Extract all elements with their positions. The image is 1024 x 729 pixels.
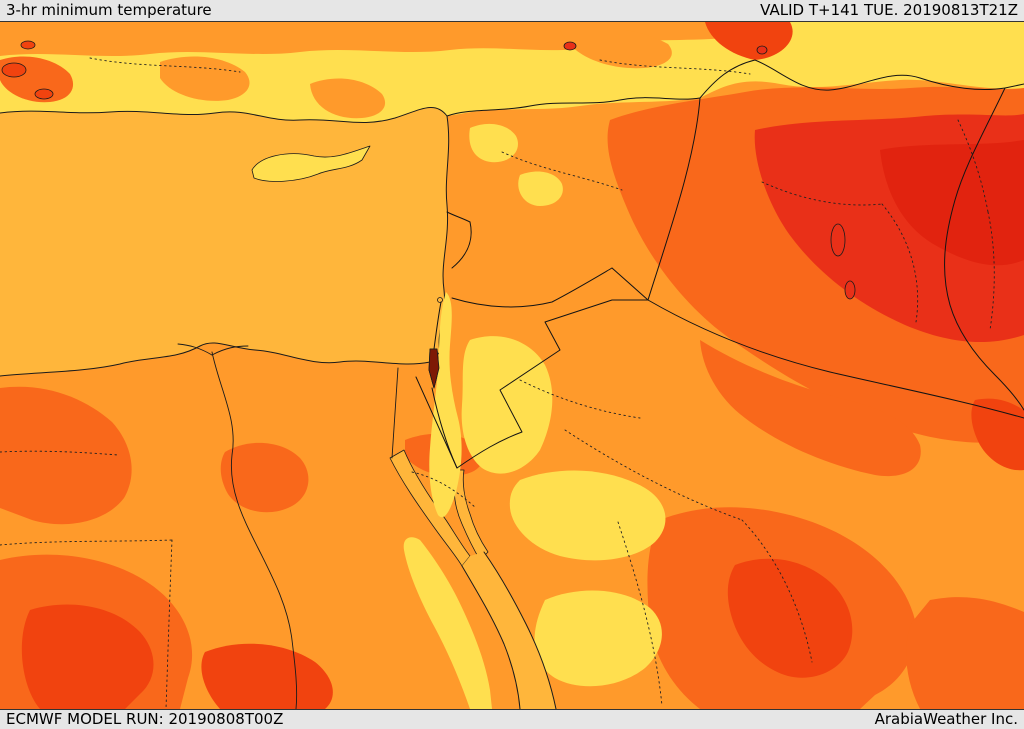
dotted-egypt-3 [0,450,119,456]
branding-label: ArabiaWeather Inc. [874,710,1018,728]
map-title: 3-hr minimum temperature [6,1,212,19]
fill-central-saudi-yellow-1 [509,470,666,561]
border-jordan-iraq [611,267,649,301]
cyprus-island [251,145,371,182]
nile-delta-branch-east [211,345,249,356]
lake-tharthar [830,223,846,257]
red-sea-east-coast [483,551,557,709]
water-layer [0,40,856,709]
dotted-iraq-2 [881,203,919,323]
border-lebanon-north [446,211,471,223]
border-turkey-south [446,59,1024,117]
nile-river [211,351,298,709]
fill-right-edge-red-blob [971,398,1024,471]
dotted-saudi-4 [519,379,641,419]
fill-top-center-red-blob [705,22,793,60]
aegean-islet-3 [20,40,36,50]
nile-delta-branch-west [177,343,213,356]
border-syria-iraq [647,97,701,301]
fill-anatolia-orange-blob-3 [560,27,672,69]
fill-iraq-red-core [880,140,1024,266]
border-lebanon-east [451,221,472,269]
dotted-saudi-3 [617,521,663,707]
fill-egypt-south-red-blob [201,643,333,709]
border-iraq-iran [944,87,1024,411]
border-syria-jordan [451,267,613,308]
header-bar: 3-hr minimum temperature VALID T+141 TUE… [0,0,1024,22]
turkey-lake-2 [756,45,768,55]
admin-boundary-layer [0,57,995,709]
dotted-iraq-1 [761,181,883,206]
turkey-lake-1 [563,41,577,51]
model-run-label: ECMWF MODEL RUN: 20190808T00Z [6,710,284,728]
lake-razzaza [844,280,856,300]
red-sea-west-coast [461,565,521,709]
map-area [0,22,1024,709]
sea-of-galilee [437,297,443,303]
fill-egypt-southwest-red-core [21,604,154,709]
country-border-layer [415,59,1024,469]
gulf-of-aqaba [453,469,489,561]
border-israel-egypt [415,376,458,469]
mediterranean-coastline [0,107,450,377]
fill-syria-yellow-spot-2 [518,171,563,206]
fill-syria-yellow-spot-1 [469,123,518,163]
suez-canal [391,367,399,459]
dead-sea-overlay [428,348,440,389]
river-layer [177,343,399,709]
fill-egypt-west-blob [0,386,132,525]
mediterranean-sea-fill [0,107,449,376]
fill-anatolia-orange-blob-1 [160,56,250,101]
fill-egypt-mid-blob [220,442,309,513]
fill-central-saudi-yellow-2 [534,590,662,687]
valid-time-label: VALID T+141 TUE. 20190813T21Z [760,1,1018,19]
dotted-turkey-2 [599,59,751,75]
border-jordan-saudi [456,299,649,469]
dotted-turkey-1 [89,57,241,73]
border-iraq-saudi [647,299,1024,419]
dotted-egypt-2 [165,539,173,709]
temperature-fill-layer [0,22,1024,709]
fill-red-sea-west-yellow-strip [403,537,492,709]
aegean-islet-1 [1,62,27,78]
dotted-iran-1 [957,119,989,213]
dotted-saudi-1 [564,429,743,521]
temperature-map-svg [0,22,1024,709]
red-sea-fill [462,552,556,709]
fill-iraq-saudi-tongue [700,340,921,477]
dotted-syria [501,151,623,191]
border-jordan-river [433,301,442,350]
fill-anatolia-orange-blob-2 [310,78,386,119]
dotted-saudi-2 [741,519,813,663]
dotted-iran-2 [987,211,995,331]
dotted-egypt-1 [0,539,173,546]
fill-saudi-south-red-core [727,558,853,678]
fill-bottom-right-blob [906,597,1024,709]
aegean-islet-2 [34,88,54,100]
footer-bar: ECMWF MODEL RUN: 20190808T00Z ArabiaWeat… [0,709,1024,729]
